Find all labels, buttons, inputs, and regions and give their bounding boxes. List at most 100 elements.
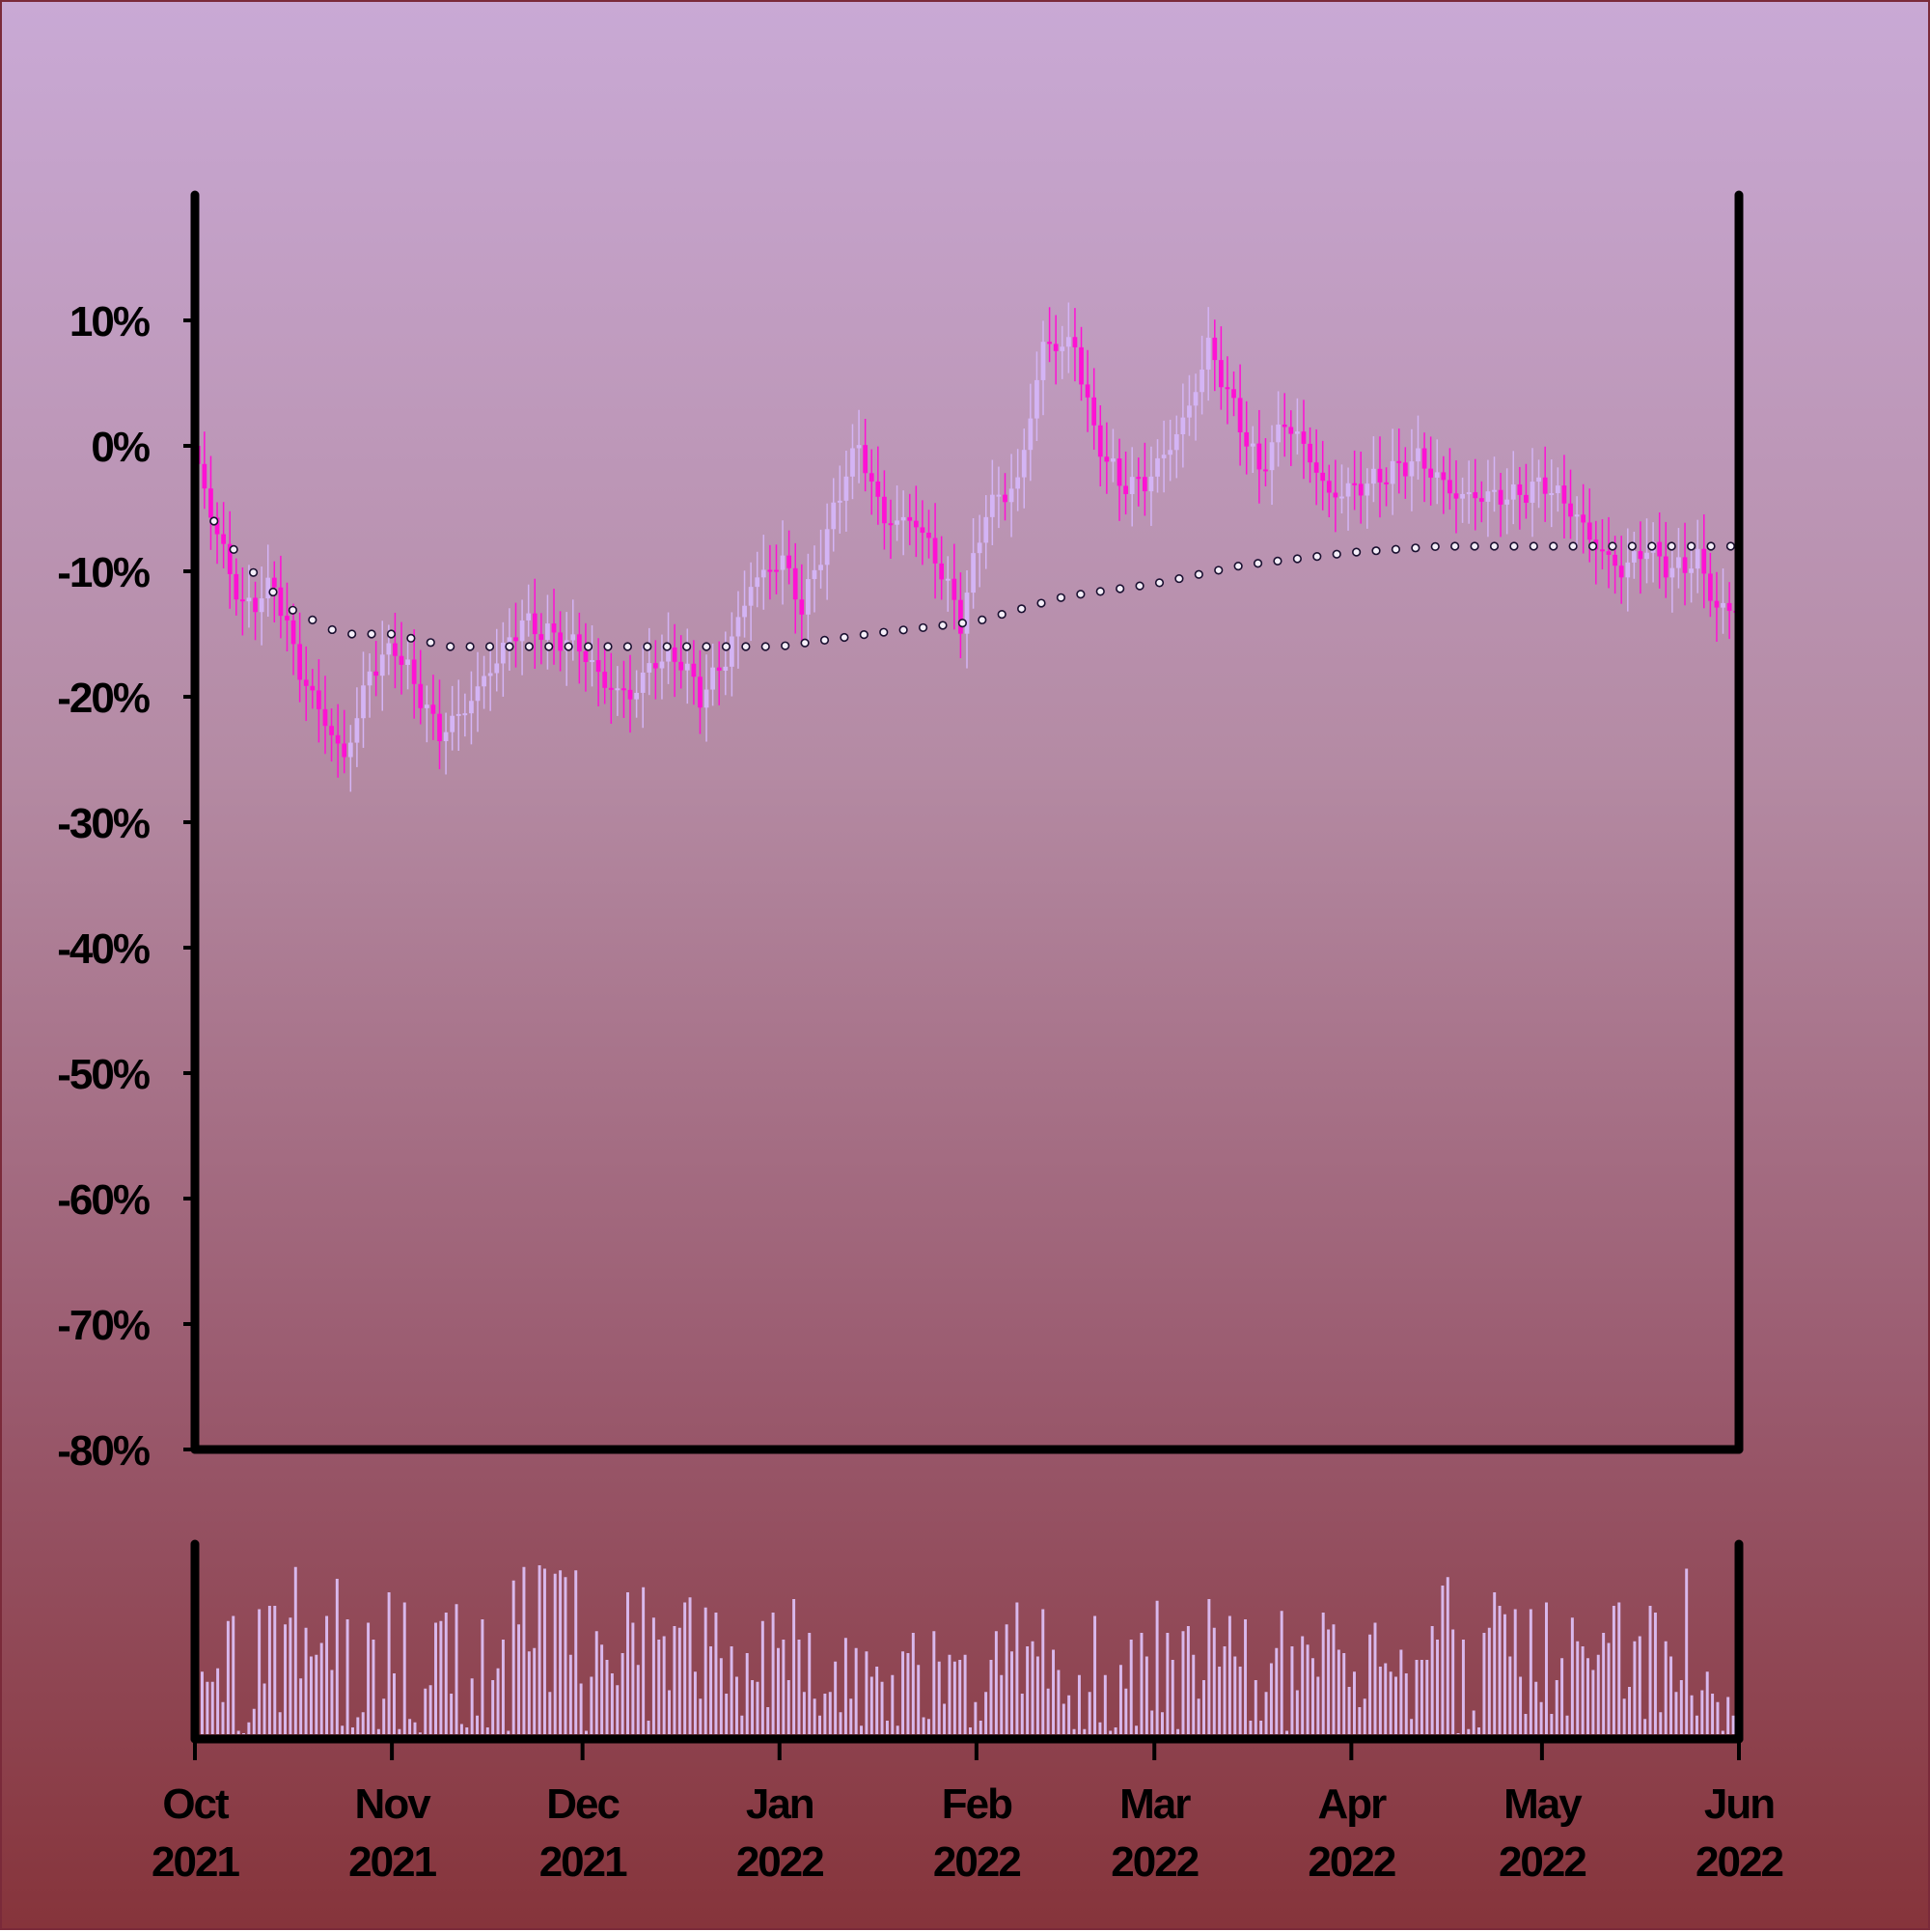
ma-point <box>1470 541 1479 551</box>
candle-body <box>361 685 366 719</box>
candle-body <box>240 599 245 602</box>
volume-bar <box>517 1624 521 1734</box>
volume-bar <box>350 1727 354 1734</box>
candle-body <box>1473 492 1478 499</box>
candle-body <box>1600 549 1605 552</box>
volume-bar <box>901 1651 905 1734</box>
candle-body <box>672 647 677 662</box>
volume-bar <box>782 1640 786 1734</box>
ma-point <box>1450 541 1460 551</box>
ma-point <box>308 615 317 624</box>
candle-body <box>647 663 652 673</box>
ma-point <box>781 641 790 650</box>
candle-body <box>443 731 449 742</box>
ma-point <box>209 516 219 526</box>
volume-bar <box>507 1730 510 1734</box>
ma-point <box>564 642 573 651</box>
candle-body <box>983 516 989 543</box>
candle-body <box>1231 389 1236 399</box>
candle-body <box>1689 568 1694 573</box>
candle-body <box>1313 462 1319 473</box>
candle-body <box>1504 499 1510 505</box>
candle-body <box>1358 483 1364 496</box>
candle-body <box>1352 483 1358 485</box>
volume-bar <box>756 1681 759 1734</box>
y-tick-label: 0% <box>91 424 149 471</box>
volume-bar <box>1679 1680 1683 1734</box>
candle-body <box>996 494 1002 497</box>
volume-bar <box>1555 1680 1558 1734</box>
volume-bar <box>1052 1649 1056 1734</box>
volume-bar <box>439 1620 443 1734</box>
volume-bar <box>849 1698 853 1734</box>
volume-bar <box>1705 1671 1709 1734</box>
x-tick-label-month: Feb <box>942 1780 1012 1828</box>
volume-bar <box>1166 1633 1170 1734</box>
candle-body <box>1060 346 1065 351</box>
volume-bar <box>714 1613 718 1734</box>
candle-body <box>367 671 372 686</box>
volume-bar <box>860 1725 864 1734</box>
candle-body <box>1390 460 1395 484</box>
volume-panel <box>190 1539 1744 1744</box>
candle-body <box>1631 551 1637 563</box>
volume-bar <box>1280 1611 1283 1734</box>
ma-point <box>682 642 692 651</box>
x-tick-label-year: 2022 <box>933 1838 1020 1886</box>
candle-body <box>806 579 811 615</box>
volume-bar <box>232 1615 235 1734</box>
volume-bar <box>1638 1636 1641 1734</box>
volume-bar <box>1493 1592 1497 1734</box>
volume-bar <box>465 1727 469 1734</box>
candle-body <box>1625 562 1631 578</box>
volume-bar <box>1498 1606 1502 1734</box>
candle-body <box>1269 442 1275 471</box>
volume-bar <box>1711 1694 1715 1734</box>
volume-bar <box>1503 1614 1506 1734</box>
ma-point <box>1194 569 1203 579</box>
ma-point <box>1352 547 1362 557</box>
candle-body <box>1326 481 1332 493</box>
volume-bar <box>309 1656 313 1734</box>
volume-bar <box>834 1661 838 1734</box>
volume-bar <box>408 1719 412 1734</box>
candle-body <box>411 659 417 684</box>
candle-body <box>1320 472 1326 482</box>
volume-bar <box>896 1725 899 1734</box>
volume-bar <box>932 1631 936 1734</box>
candle-body <box>1574 514 1580 517</box>
volume-bar <box>600 1644 604 1734</box>
candle-body <box>545 623 550 641</box>
candle-body <box>317 690 321 709</box>
volume-bar <box>1477 1727 1481 1734</box>
volume-bar <box>1384 1663 1388 1734</box>
volume-bar <box>1581 1646 1585 1734</box>
volume-bar <box>252 1708 256 1734</box>
volume-bar <box>1186 1626 1190 1734</box>
volume-bar <box>1275 1647 1279 1734</box>
volume-bar <box>1316 1676 1320 1734</box>
volume-bar <box>533 1647 537 1734</box>
x-tick-label-month: Apr <box>1317 1780 1387 1828</box>
volume-bar <box>979 1721 982 1734</box>
candle-body <box>1644 552 1649 560</box>
candle-body <box>1568 503 1573 517</box>
candle-body <box>799 599 805 615</box>
volume-bar <box>1223 1646 1227 1734</box>
candle-body <box>335 734 341 744</box>
candle-body <box>1250 443 1255 447</box>
candle-body <box>1212 337 1218 361</box>
candle-body <box>424 704 429 708</box>
volume-bar <box>527 1651 531 1734</box>
volume-bar <box>1389 1671 1392 1734</box>
candle-body <box>1613 554 1617 566</box>
volume-bar <box>1233 1656 1237 1734</box>
ma-point <box>1371 546 1381 556</box>
x-tick-label-year: 2022 <box>1499 1838 1585 1886</box>
candle-body <box>1695 548 1700 569</box>
candle-body <box>964 593 970 634</box>
volume-bar <box>662 1636 666 1734</box>
volume-bar <box>1000 1674 1004 1734</box>
candle-body <box>760 569 766 578</box>
volume-bar <box>1576 1641 1580 1734</box>
